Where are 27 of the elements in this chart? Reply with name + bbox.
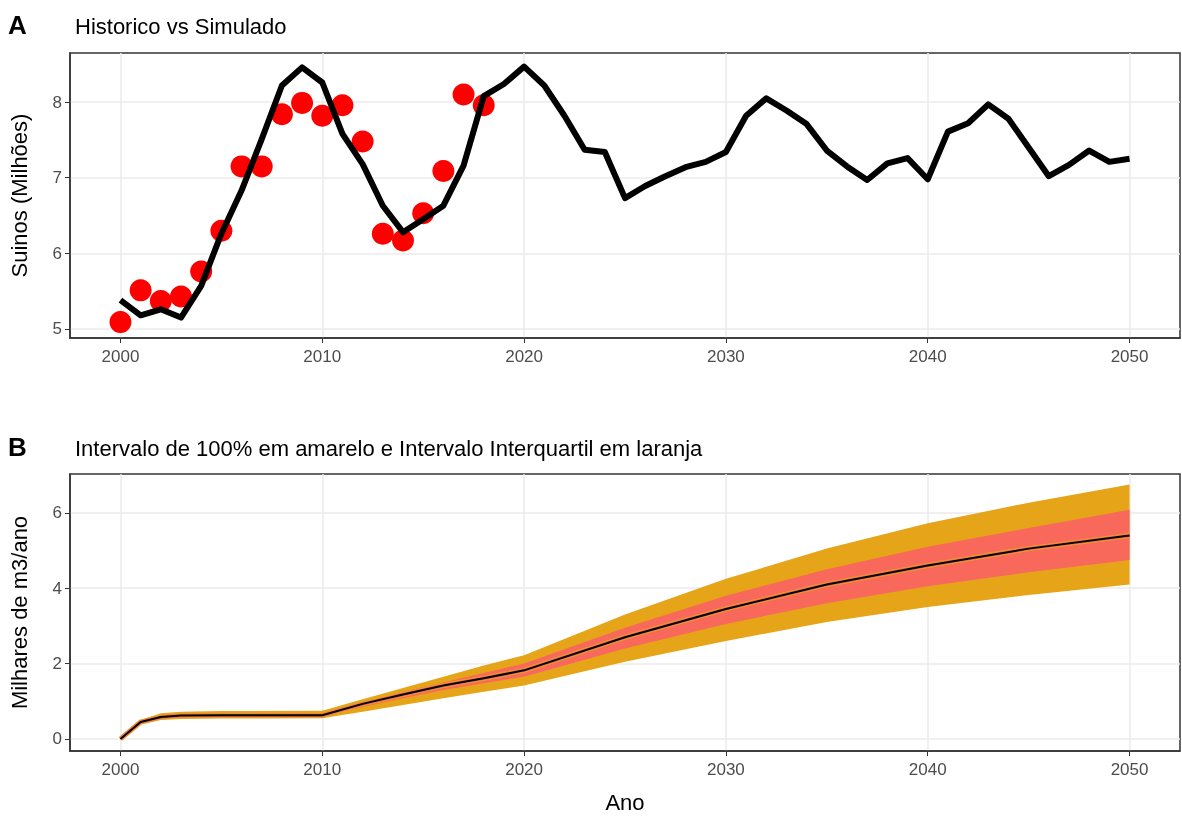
chart-title: Intervalo de 100% em amarelo e Intervalo Interquartil em laranja <box>75 435 704 461</box>
y-tick-label: 8 <box>52 92 62 112</box>
y-tick-label: 6 <box>52 243 62 263</box>
x-tick-label: 2010 <box>303 760 342 779</box>
y-tick-label: 4 <box>52 578 62 598</box>
y-tick-label: 5 <box>52 319 62 339</box>
x-tick-label: 2040 <box>908 347 947 366</box>
chart-title: Historico vs Simulado <box>75 13 287 39</box>
y-tick-label: 7 <box>52 168 62 188</box>
y-axis-title: Milhares de m3/ano <box>6 515 32 710</box>
x-tick-label: 2040 <box>908 760 947 779</box>
y-tick-label: 2 <box>52 654 62 674</box>
x-tick-label: 2050 <box>1110 760 1149 779</box>
x-tick-label: 2000 <box>101 760 140 779</box>
x-tick-label: 2050 <box>1110 347 1149 366</box>
x-tick-label: 2010 <box>303 347 342 366</box>
y-axis-title: Suinos (Milhões) <box>6 113 32 278</box>
y-tick-label: 6 <box>52 503 62 523</box>
x-tick-label: 2020 <box>505 760 543 779</box>
text: B <box>8 432 27 462</box>
text: A <box>8 10 27 40</box>
x-tick-label: 2000 <box>101 347 140 366</box>
x-tick-label: 2030 <box>707 347 745 366</box>
x-axis-title: Ano <box>605 789 645 815</box>
y-tick-label: 0 <box>52 729 62 749</box>
x-tick-label: 2020 <box>505 347 543 366</box>
x-tick-label: 2030 <box>707 760 745 779</box>
